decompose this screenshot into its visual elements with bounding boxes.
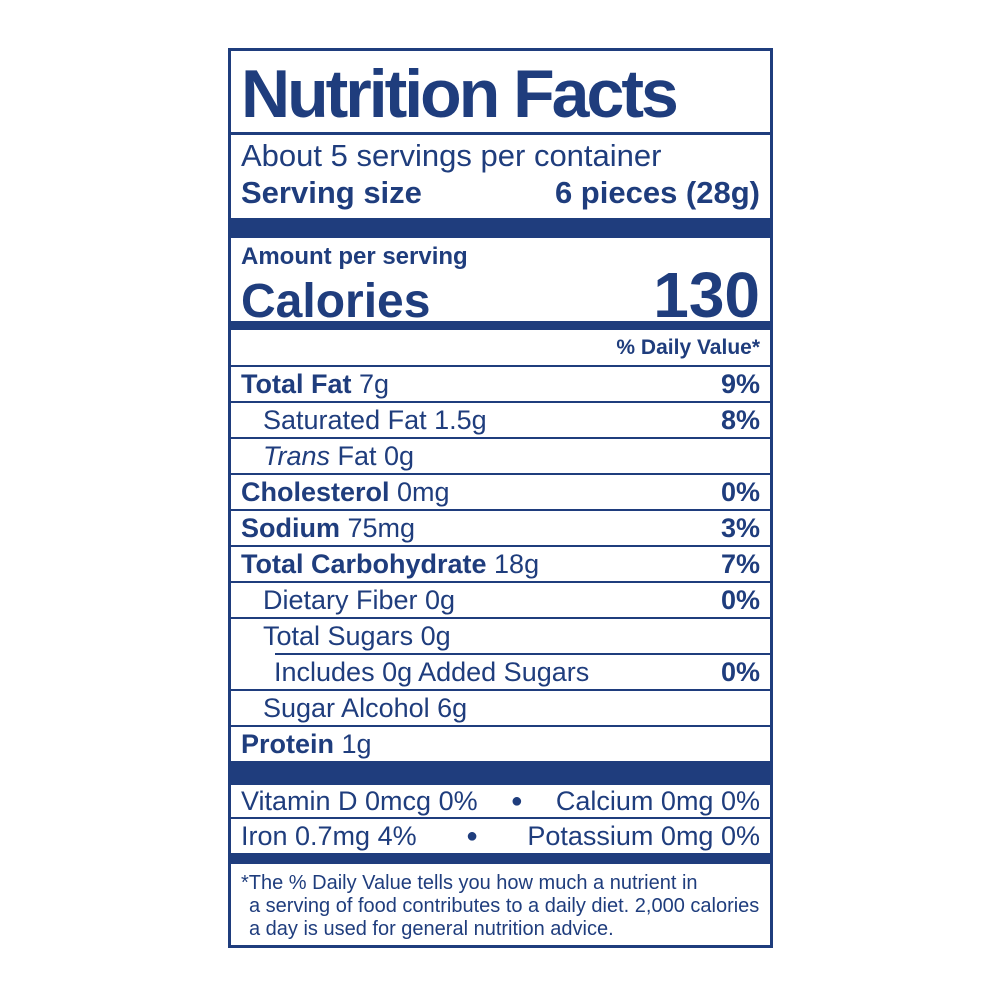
calories-label: Calories <box>241 275 431 328</box>
daily-value-header: % Daily Value* <box>231 330 770 367</box>
nutrient-row-total-sugars: Total Sugars 0g <box>231 619 770 653</box>
bullet-separator-icon: ● <box>510 790 523 812</box>
micronutrient-row-2: Iron 0.7mg 4% ● Potassium 0mg 0% <box>231 819 770 853</box>
nutrient-name: Cholesterol <box>241 476 390 507</box>
nutrient-name: Protein <box>241 728 335 759</box>
nutrient-row-protein: Protein 1g <box>231 727 770 761</box>
nutrient-dv: 0% <box>720 476 760 507</box>
nutrient-name: Sodium <box>241 512 340 543</box>
serving-size-value: 6 pieces (28g) <box>554 175 760 210</box>
bullet-separator-icon: ● <box>465 825 479 847</box>
nutrient-name-italic: Trans <box>263 440 331 471</box>
nutrient-name: Total Fat <box>241 368 352 399</box>
micronutrient-right: Calcium 0mg 0% <box>555 785 760 816</box>
label-title: Nutrition Facts <box>241 56 679 132</box>
nutrient-amount: 1g <box>334 728 372 759</box>
serving-size-label: Serving size <box>241 175 422 210</box>
nutrient-dv: 9% <box>720 368 760 399</box>
micronutrient-left: Vitamin D 0mcg 0% <box>241 785 478 816</box>
footnote-line: a serving of food contributes to a daily… <box>249 895 760 917</box>
micronutrient-left: Iron 0.7mg 4% <box>241 820 417 851</box>
title-divider <box>231 132 770 135</box>
micronutrient-right: Potassium 0mg 0% <box>527 820 760 851</box>
calories-value: 130 <box>653 259 760 331</box>
nutrient-amount: 18g <box>486 548 540 579</box>
nutrient-name: Total Carbohydrate <box>241 548 487 579</box>
nutrient-name: Total Sugars 0g <box>263 620 451 651</box>
nutrient-amount: 0mg <box>389 476 450 507</box>
nutrient-name: Dietary Fiber 0g <box>263 584 456 615</box>
nutrient-row-sugar-alcohol: Sugar Alcohol 6g <box>231 691 770 727</box>
servings-per-container: About 5 servings per container <box>241 138 662 173</box>
nutrient-dv: 7% <box>720 548 760 579</box>
nutrient-row-trans-fat: Trans Fat 0g <box>231 439 770 475</box>
nutrient-amount: Fat 0g <box>330 440 415 471</box>
nutrient-name: Saturated Fat 1.5g <box>263 404 487 435</box>
thick-separator-bar <box>231 218 770 238</box>
footnote-line: *The % Daily Value tells you how much a … <box>241 872 698 894</box>
nutrient-row-sodium: Sodium 75mg 3% <box>231 511 770 547</box>
nutrient-amount: 75mg <box>340 512 416 543</box>
nutrient-dv: 3% <box>720 512 760 543</box>
nutrient-row-total-carbohydrate: Total Carbohydrate 18g 7% <box>231 547 770 583</box>
nutrient-name: Includes 0g Added Sugars <box>274 656 590 687</box>
daily-value-footnote: *The % Daily Value tells you how much a … <box>241 872 760 941</box>
nutrient-dv: 0% <box>720 584 760 615</box>
nutrient-dv: 0% <box>720 656 760 687</box>
thick-separator-bar <box>231 761 770 785</box>
nutrient-row-added-sugars: Includes 0g Added Sugars 0% <box>231 655 770 691</box>
calories-row: Calories 130 <box>241 263 760 327</box>
medium-separator-bar <box>231 853 770 864</box>
nutrient-dv: 8% <box>720 404 760 435</box>
serving-size-row: Serving size 6 pieces (28g) <box>241 174 760 212</box>
indented-divider <box>275 653 770 655</box>
nutrient-row-total-fat: Total Fat 7g 9% <box>231 367 770 403</box>
nutrient-row-cholesterol: Cholesterol 0mg 0% <box>231 475 770 511</box>
amount-per-serving-label: Amount per serving <box>241 243 468 270</box>
nutrition-facts-label: Nutrition Facts About 5 servings per con… <box>228 48 773 948</box>
nutrient-row-dietary-fiber: Dietary Fiber 0g 0% <box>231 583 770 619</box>
micronutrient-row-1: Vitamin D 0mcg 0% ● Calcium 0mg 0% <box>231 785 770 819</box>
medium-separator-bar <box>231 321 770 330</box>
nutrient-name: Sugar Alcohol 6g <box>263 692 468 723</box>
nutrient-row-saturated-fat: Saturated Fat 1.5g 8% <box>231 403 770 439</box>
footnote-line: a day is used for general nutrition advi… <box>249 918 614 940</box>
nutrient-amount: 7g <box>351 368 390 399</box>
